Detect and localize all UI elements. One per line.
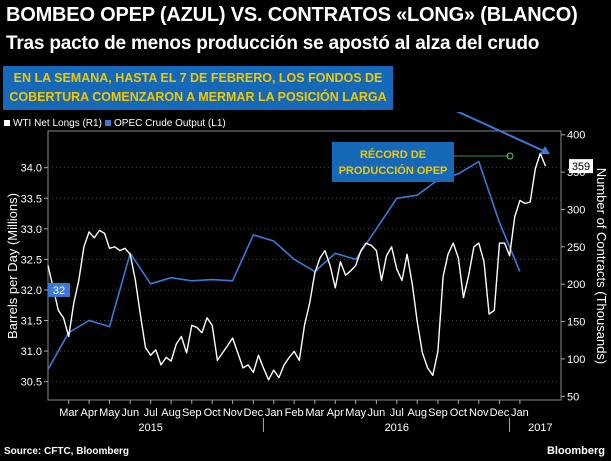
right-value-badge [569,159,593,174]
chart-title: BOMBEO OPEP (AZUL) VS. CONTRATOS «LONG» … [6,4,578,26]
right-tick-label: 100 [567,354,585,366]
left-tick-label: 30.5 [21,377,42,389]
x-tick-label: Nov [223,407,243,419]
record-annotation: RÉCORD DE PRODUCCIÓN OPEP [332,142,514,182]
x-tick-label: Feb [285,407,304,419]
left-tick-label: 31.5 [21,316,42,328]
x-year-label: 2015 [138,422,162,434]
right-axis-label: Number of Contracts (Thousands) [594,168,609,365]
callout-arrow-line [456,112,547,153]
legend-label-opec: OPEC Crude Output (L1) [114,118,226,129]
source-note: Source: CFTC, Bloomberg [4,446,130,457]
x-tick-label: Nov [469,407,489,419]
right-tick-label: 300 [567,204,585,216]
x-tick-label: Jan [511,407,529,419]
line-chart: WTI Net Longs (R1) OPEC Crude Output (L1… [4,112,609,434]
x-tick-label: Mar [305,407,324,419]
x-tick-label: Dec [490,407,510,419]
annotation-line-2: PRODUCCIÓN OPEP [339,164,448,177]
x-tick-label: Mar [59,407,78,419]
left-tick-label: 33.5 [21,193,42,205]
x-tick-label: Apr [327,407,344,419]
series-layer [47,152,547,381]
annotation-box [332,142,454,182]
legend-swatch-opec [105,120,111,126]
x-tick-label: Jun [368,407,386,419]
right-tick-label: 50 [567,391,579,403]
left-value-badge-label: 32 [53,285,65,297]
series-line-opec [47,160,521,370]
x-tick-label: Oct [450,407,467,419]
x-tick-label: Aug [407,407,427,419]
x-year-label: 2016 [385,422,409,434]
legend-swatch-longs [4,120,10,126]
x-tick-label: Sep [182,407,202,419]
left-tick-label: 33.0 [21,224,42,236]
right-tick-label: 150 [567,317,585,329]
right-value-badge-label: 359 [572,161,590,173]
x-tick-label: Oct [204,407,221,419]
x-tick-label: May [99,407,120,419]
right-tick-label: 200 [567,279,585,291]
bloomberg-logo: Bloomberg [546,445,605,457]
right-tick-label: 250 [567,242,585,254]
x-tick-label: Jan [265,407,283,419]
left-tick-label: 32.0 [21,285,42,297]
callout-arrow [456,112,550,154]
x-tick-label: May [345,407,366,419]
x-year-label: 2017 [528,422,552,434]
left-axis-label: Barrels per Day (Millions) [5,193,20,339]
annotation-line-1: RÉCORD DE [360,148,426,161]
chart-subtitle: Tras pacto de menos producción se apostó… [6,33,540,54]
callout-line-2: COBERTURA COMENZARON A MERMAR LA POSICIÓ… [9,90,387,104]
x-tick-label: Apr [81,407,98,419]
x-tick-label: Jul [390,407,404,419]
left-value-badge [48,282,70,297]
legend-label-longs: WTI Net Longs (R1) [13,118,102,129]
series-line-longs [47,152,547,381]
x-tick-label: Jul [144,407,158,419]
left-tick-label: 34.0 [21,163,42,175]
axis-badges: 32 359 [48,159,593,297]
callout-box: EN LA SEMANA, HASTA EL 7 DE FEBRERO, LOS… [3,66,393,110]
x-tick-label: Dec [244,407,264,419]
right-tick-label: 400 [567,130,585,142]
callout-arrowhead [540,146,550,154]
legend: WTI Net Longs (R1) OPEC Crude Output (L1… [4,118,226,129]
left-tick-label: 31.0 [21,346,42,358]
callout-line-1: EN LA SEMANA, HASTA EL 7 DE FEBRERO, LOS… [13,71,383,85]
x-axis-ticks: Mar Apr May Jun Jul Aug Sep Oct Nov Dec Jan Feb Mar A… [59,400,553,434]
x-tick-label: Sep [428,407,448,419]
annotation-marker [506,152,514,160]
left-tick-label: 32.5 [21,254,42,266]
x-tick-label: Aug [161,407,181,419]
x-tick-label: Jun [121,407,139,419]
left-axis-ticks: 30.5 31.0 31.5 32.0 32.5 33.0 33.5 34.0 [21,163,561,389]
